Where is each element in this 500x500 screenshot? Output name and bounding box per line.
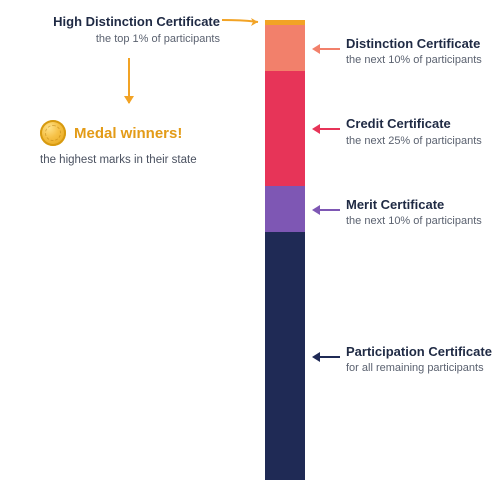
- label-sub: the next 10% of participants: [346, 53, 496, 67]
- medal-icon: [40, 120, 66, 146]
- label-title: Merit Certificate: [346, 197, 496, 213]
- label-title: Distinction Certificate: [346, 36, 496, 52]
- medal-winners-block: Medal winners! the highest marks in thei…: [40, 120, 240, 166]
- seg-merit: [265, 186, 305, 232]
- label-participation: Participation Certificate for all remain…: [346, 344, 496, 376]
- arrow-down-to-medal: [128, 58, 130, 103]
- label-sub: for all remaining participants: [346, 361, 496, 375]
- medal-title: Medal winners!: [74, 125, 182, 142]
- medal-sub: the highest marks in their state: [40, 154, 240, 166]
- label-merit: Merit Certificate the next 10% of partic…: [346, 197, 496, 229]
- label-sub: the top 1% of participants: [40, 32, 220, 46]
- label-title: Participation Certificate: [346, 344, 496, 360]
- label-sub: the next 25% of participants: [346, 134, 496, 148]
- seg-participation: [265, 232, 305, 480]
- tier-bar: [265, 20, 305, 480]
- arrow-high-distinction: [222, 10, 266, 32]
- seg-credit: [265, 71, 305, 186]
- label-title: Credit Certificate: [346, 116, 496, 132]
- label-title: High Distinction Certificate: [40, 14, 220, 30]
- label-distinction: Distinction Certificate the next 10% of …: [346, 36, 496, 68]
- arrow-participation: [312, 356, 340, 358]
- arrow-distinction: [312, 48, 340, 50]
- seg-distinction: [265, 25, 305, 71]
- arrow-credit: [312, 128, 340, 130]
- label-sub: the next 10% of participants: [346, 214, 496, 228]
- arrow-merit: [312, 209, 340, 211]
- label-credit: Credit Certificate the next 25% of parti…: [346, 116, 496, 148]
- label-high-distinction: High Distinction Certificate the top 1% …: [40, 14, 220, 46]
